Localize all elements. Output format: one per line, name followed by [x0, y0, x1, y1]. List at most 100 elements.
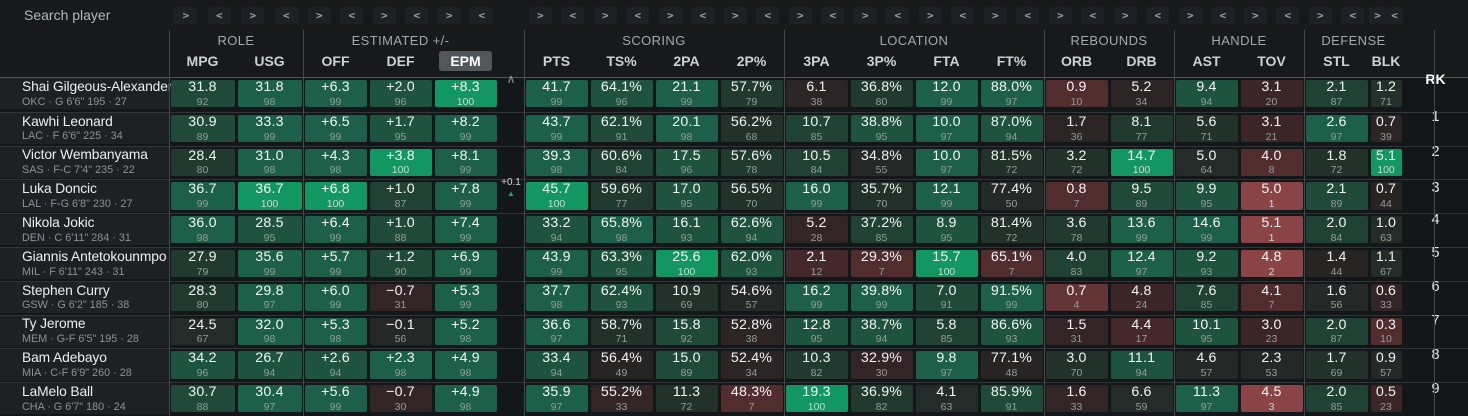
move-column-right-button[interactable]: > — [372, 6, 396, 24]
stat-percentile: 97 — [940, 367, 953, 380]
column-header-stl[interactable]: STL — [1323, 53, 1350, 69]
column-header-ast[interactable]: AST — [1192, 53, 1221, 69]
stat-cell-ftp: 85.9% 91 — [980, 385, 1043, 413]
stat-percentile: 59 — [1135, 400, 1148, 413]
stat-value: +7.8 — [451, 181, 480, 198]
move-column-right-button[interactable]: > — [658, 6, 682, 24]
stat-cell-p2p: 57.6% 78 — [720, 147, 783, 176]
move-column-left-button[interactable]: < — [886, 6, 910, 24]
stat-value: 9.9 — [1196, 181, 1217, 198]
move-column-left-button[interactable]: < — [561, 6, 585, 24]
move-column-right-button[interactable]: > — [1048, 6, 1072, 24]
move-column-left-button[interactable]: < — [1146, 6, 1170, 24]
player-cell[interactable]: Victor Wembanyama SAS · F-C 7'4" 235 · 22 — [0, 146, 169, 178]
move-column-left-button[interactable]: < — [470, 6, 494, 24]
column-header-pts[interactable]: PTS — [542, 53, 571, 69]
stat-percentile: 98 — [394, 367, 407, 380]
move-column-left-button[interactable]: < — [1276, 6, 1300, 24]
player-cell[interactable]: Stephen Curry GSW · G 6'2" 185 · 38 — [0, 281, 169, 313]
stat-cell-p3a: 6.1 38 — [785, 80, 848, 108]
column-move-controls-fta: > < — [914, 6, 979, 24]
search-input[interactable] — [22, 5, 166, 24]
move-column-right-button[interactable]: > — [918, 6, 942, 24]
stat-percentile: 34 — [745, 367, 758, 380]
move-column-right-button[interactable]: > — [593, 6, 617, 24]
move-column-right-button[interactable]: > — [1243, 6, 1267, 24]
stat-cell-p3a: 5.2 28 — [785, 216, 848, 244]
move-column-right-button[interactable]: > — [1113, 6, 1137, 24]
column-header-p2p[interactable]: 2P% — [736, 53, 767, 69]
move-column-left-button[interactable]: < — [340, 6, 364, 24]
move-column-right-button[interactable]: > — [788, 6, 812, 24]
player-cell[interactable]: Luka Doncic LAL · F-G 6'8" 230 · 27 — [0, 180, 169, 212]
player-cell[interactable]: Ty Jerome MEM · G-F 6'5" 195 · 28 — [0, 315, 169, 347]
move-column-right-button[interactable]: > — [983, 6, 1007, 24]
column-header-p3a[interactable]: 3PA — [803, 53, 830, 69]
player-cell[interactable]: Kawhi Leonard LAC · F 6'6" 225 · 34 — [0, 112, 169, 144]
column-header-p2a[interactable]: 2PA — [673, 53, 700, 69]
move-column-left-button[interactable]: < — [1081, 6, 1105, 24]
move-column-left-button[interactable]: < — [821, 6, 845, 24]
player-cell[interactable]: Shai Gilgeous-Alexander OKC · G 6'6" 195 … — [0, 78, 172, 110]
stat-percentile: 95 — [1200, 333, 1213, 346]
column-header-mpg[interactable]: MPG — [186, 53, 219, 69]
stat-value: 2.0 — [1326, 384, 1347, 401]
stat-percentile: 85 — [875, 231, 888, 244]
column-header-rk[interactable]: RK — [1425, 71, 1446, 87]
player-cell[interactable]: LaMelo Ball CHA · G 6'7" 180 · 24 — [0, 383, 169, 415]
stat-cell-off: +6.8 100 — [304, 182, 367, 211]
stat-percentile: 98 — [550, 164, 563, 177]
stat-value: 57.6% — [730, 147, 773, 164]
move-column-right-button[interactable]: > — [437, 6, 461, 24]
stat-value: 10.0 — [932, 147, 961, 164]
move-column-left-button[interactable]: < — [207, 6, 231, 24]
column-header-usg[interactable]: USG — [254, 53, 285, 69]
column-header-blk[interactable]: BLK — [1371, 53, 1401, 69]
stat-cell-orb: 0.8 7 — [1045, 182, 1108, 210]
stat-percentile: 100 — [326, 198, 345, 211]
stat-percentile: 95 — [875, 130, 888, 143]
column-header-orb[interactable]: ORB — [1060, 53, 1093, 69]
move-column-left-button[interactable]: < — [626, 6, 650, 24]
stat-cell-usg: 31.0 98 — [237, 148, 302, 176]
move-column-left-button[interactable]: < — [691, 6, 715, 24]
move-column-right-button[interactable]: > — [241, 6, 265, 24]
move-column-left-button[interactable]: < — [756, 6, 780, 24]
move-column-left-button[interactable]: < — [1016, 6, 1040, 24]
column-header-epm[interactable]: EPM — [433, 51, 498, 71]
column-header-ftp[interactable]: FT% — [996, 53, 1027, 69]
column-header-tov[interactable]: TOV — [1257, 53, 1286, 69]
stat-percentile: 2 — [1268, 265, 1275, 278]
rank-cell: 7 — [1431, 312, 1440, 329]
player-cell[interactable]: Giannis Antetokounmpo MIL · F 6'11" 243 ·… — [0, 247, 169, 280]
player-cell[interactable]: Nikola Jokic DEN · C 6'11" 284 · 31 — [0, 214, 169, 246]
move-column-right-button[interactable]: > — [307, 6, 331, 24]
player-cell[interactable]: Bam Adebayo MIA · C-F 6'9" 260 · 28 — [0, 349, 169, 381]
move-column-left-button[interactable]: < — [1386, 6, 1403, 24]
move-column-right-button[interactable]: > — [1369, 6, 1386, 24]
move-column-right-button[interactable]: > — [174, 6, 198, 24]
column-header-off[interactable]: OFF — [321, 53, 350, 69]
column-header-def[interactable]: DEF — [386, 53, 415, 69]
move-column-right-button[interactable]: > — [853, 6, 877, 24]
column-header-p3p[interactable]: 3P% — [866, 53, 897, 69]
move-column-left-button[interactable]: < — [1211, 6, 1235, 24]
move-column-left-button[interactable]: < — [951, 6, 975, 24]
stat-percentile: 93 — [615, 299, 628, 312]
move-column-right-button[interactable]: > — [1178, 6, 1202, 24]
move-column-right-button[interactable]: > — [1308, 6, 1332, 24]
stat-value: 3.2 — [1066, 147, 1087, 164]
stat-percentile: 70 — [745, 198, 758, 211]
move-column-left-button[interactable]: < — [1341, 6, 1365, 24]
stat-cell-drb: 11.1 94 — [1110, 351, 1173, 379]
move-column-right-button[interactable]: > — [723, 6, 747, 24]
move-column-right-button[interactable]: > — [528, 6, 552, 24]
column-header-ts[interactable]: TS% — [606, 53, 637, 69]
stat-cell-pts: 39.3 98 — [525, 148, 588, 177]
column-header-drb[interactable]: DRB — [1126, 53, 1157, 69]
table-row: Luka Doncic LAL · F-G 6'8" 230 · 27 36.7 99… — [0, 179, 1468, 228]
move-column-left-button[interactable]: < — [405, 6, 429, 24]
column-header-fta[interactable]: FTA — [933, 53, 960, 69]
move-column-left-button[interactable]: < — [274, 6, 298, 24]
stat-percentile: 10 — [1070, 95, 1083, 108]
